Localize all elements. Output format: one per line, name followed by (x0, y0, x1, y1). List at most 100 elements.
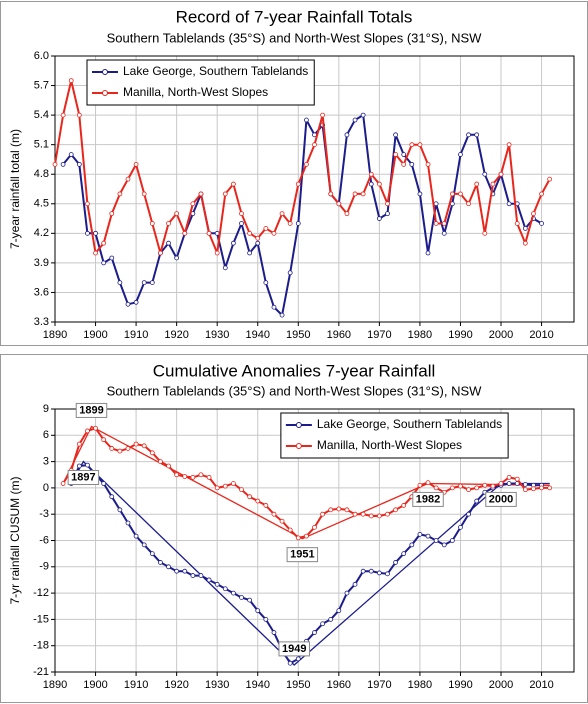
series-marker (149, 450, 155, 456)
series-marker (174, 255, 180, 261)
series-marker (303, 117, 309, 123)
series-marker (401, 161, 407, 167)
legend-label: Manilla, North-West Slopes (123, 85, 268, 99)
x-tick-label: 1920 (164, 329, 188, 341)
y-tick-label: 5.4 (34, 109, 49, 121)
y-tick-label: 3.6 (34, 286, 49, 298)
series-marker (458, 191, 463, 197)
series-marker (393, 132, 398, 138)
y-tick-label: -18 (33, 640, 49, 652)
x-tick-label: 1930 (205, 329, 229, 341)
plot-border (54, 408, 575, 673)
x-tick-label: 2010 (529, 679, 553, 691)
x-tick-label: 1920 (164, 679, 188, 691)
y-tick-label: 9 (43, 403, 49, 415)
series-marker (344, 211, 350, 217)
series-marker (506, 201, 512, 207)
series-marker (539, 221, 544, 226)
series-marker (393, 152, 398, 157)
series-marker (239, 595, 244, 600)
y-tick-label: -15 (33, 613, 49, 625)
series-marker (125, 446, 131, 451)
series-marker (514, 221, 520, 226)
annotation-box (75, 402, 108, 418)
x-tick-label: 2000 (489, 679, 513, 691)
series-marker (417, 191, 423, 197)
series-marker (60, 481, 66, 486)
series-marker (547, 176, 553, 182)
series-marker (417, 142, 423, 148)
series-marker (149, 551, 155, 557)
chart-subtitle: Southern Tablelands (35°S) and North-Wes… (107, 383, 483, 398)
plot-border (54, 55, 575, 323)
x-tick-label: 1900 (83, 329, 107, 341)
series-marker (417, 482, 423, 488)
series-marker (360, 511, 366, 517)
series-marker (247, 250, 253, 256)
series-marker (360, 112, 366, 118)
series-marker (231, 240, 236, 246)
series-marker (433, 201, 439, 207)
series-marker (117, 448, 123, 454)
series-marker (320, 511, 326, 517)
annotation: 2000 (489, 493, 513, 505)
series-marker (368, 513, 374, 519)
legend-box (86, 59, 315, 106)
series-marker (295, 181, 301, 187)
series-marker (166, 221, 171, 226)
series-marker (190, 474, 196, 480)
series-marker (141, 542, 147, 548)
x-tick-label: 1980 (408, 679, 432, 691)
series-marker (449, 485, 455, 491)
series-marker (441, 230, 447, 236)
y-tick-label: 3.3 (34, 316, 49, 328)
series-marker (279, 518, 285, 524)
series-marker (60, 112, 66, 118)
series-marker (449, 191, 455, 197)
series-marker (149, 221, 155, 226)
x-tick-label: 1930 (205, 679, 229, 691)
series-marker (174, 211, 180, 217)
series-marker (174, 472, 180, 478)
annotation: 1949 (282, 643, 306, 655)
series-marker (360, 568, 366, 574)
series-marker (401, 152, 407, 157)
series-marker (352, 117, 358, 123)
x-tick-label: 1990 (448, 329, 472, 341)
series-marker (328, 617, 334, 622)
series-marker (109, 494, 115, 500)
series-marker (158, 459, 163, 465)
series-marker (93, 425, 98, 431)
series-marker (441, 221, 447, 226)
series-marker (490, 483, 496, 489)
series-marker (466, 201, 471, 207)
series-marker (231, 181, 236, 187)
series-marker (303, 533, 309, 539)
series-marker (174, 568, 180, 574)
series-marker (141, 191, 147, 197)
y-tick-label: 5.7 (34, 79, 49, 91)
series-marker (328, 507, 334, 513)
y-tick-label: -6 (39, 534, 49, 546)
x-tick-label: 1960 (327, 679, 351, 691)
series-marker (117, 280, 123, 285)
series-marker (231, 590, 236, 596)
series-marker (482, 171, 488, 177)
series-marker (166, 564, 171, 570)
series-marker (93, 250, 98, 256)
legend: Lake George, Southern Tablelands Manilla,… (280, 412, 509, 459)
series-marker (385, 211, 390, 217)
series-marker (182, 568, 188, 574)
series-marker (222, 586, 228, 592)
series-marker (190, 201, 196, 207)
series-marker (158, 250, 163, 256)
series-marker (474, 485, 480, 491)
series-marker (506, 474, 512, 480)
series-marker (474, 132, 480, 138)
series-marker (539, 191, 544, 197)
chart-panel: Cumulative Anomalies 7-year Rainfall Sout… (0, 354, 588, 703)
chart-panel: Record of 7-year Rainfall Totals Southern… (0, 1, 588, 346)
x-tick-label: 1970 (367, 679, 391, 691)
x-tick-label: 1960 (327, 329, 351, 341)
